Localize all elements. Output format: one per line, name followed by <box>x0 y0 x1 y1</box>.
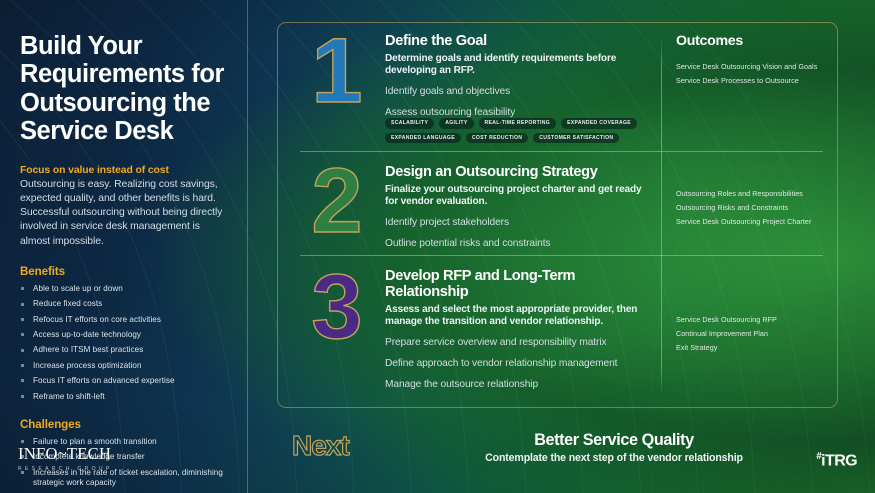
challenges-heading: Challenges <box>20 417 81 431</box>
list-item: Service Desk Outsourcing RFP <box>676 315 777 324</box>
footer-subline: Contemplate the next step of the vendor … <box>485 452 743 464</box>
list-item: Access up-to-date technology <box>20 330 230 340</box>
footer-message: Better Service Quality Contemplate the n… <box>404 431 824 464</box>
list-item: Identify goals and objectives <box>385 86 511 98</box>
list-item: Reduce fixed costs <box>20 299 230 309</box>
step-activity-list: Identify project stakeholders Outline po… <box>385 217 657 251</box>
step-numeral: 3 <box>311 256 364 358</box>
lede-body: Outsourcing is easy. Realizing cost savi… <box>20 178 223 247</box>
logo-primary-sub: RESEARCH GROUP <box>18 465 113 472</box>
list-item: Increases in the rate of ticket escalati… <box>20 468 230 488</box>
outcomes-list: Service Desk Outsourcing Vision and Goal… <box>676 62 836 86</box>
tag-chip: AGILITY <box>439 118 474 129</box>
list-item: Identify project stakeholders <box>385 217 509 229</box>
list-item: Refocus IT efforts on core activities <box>20 315 230 325</box>
list-item: Assess outsourcing feasibility <box>385 107 516 119</box>
list-item: Service Desk Outsourcing Vision and Goal… <box>676 62 818 71</box>
step-tag-group: SCALABILITY AGILITY REAL-TIME REPORTING … <box>385 118 663 144</box>
logo-primary-main: INFO~TECH <box>18 444 112 463</box>
step-1: 1 Define the Goal Determine goals and id… <box>278 23 837 151</box>
next-label: Next <box>291 429 350 461</box>
list-item: Manage the outsource relationship <box>385 378 539 390</box>
logo-secondary-text: iTRG <box>821 452 857 470</box>
outcomes-list: Service Desk Outsourcing RFP Continual I… <box>676 315 836 353</box>
intro-column: Build Your Requirements for Outsourcing … <box>0 0 248 493</box>
benefits-list: Able to scale up or down Reduce fixed co… <box>20 284 230 402</box>
list-item: Failure to plan a smooth transition <box>20 437 230 447</box>
steps-panel: 1 Define the Goal Determine goals and id… <box>277 22 838 408</box>
step-activity-list: Identify goals and objectives Assess out… <box>385 86 657 120</box>
list-item: Reframe to shift-left <box>20 392 230 402</box>
tag-chip: SCALABILITY <box>385 118 435 129</box>
tag-chip: COST REDUCTION <box>465 132 529 144</box>
itrg-logo: #iTRG <box>816 452 857 469</box>
page-title: Build Your Requirements for Outsourcing … <box>20 32 224 146</box>
step-activity-list: Prepare service overview and responsibil… <box>385 337 657 391</box>
list-item: Define approach to vendor relationship m… <box>385 358 618 370</box>
panel-vertical-divider <box>661 37 662 395</box>
step-3: 3 Develop RFP and Long-Term Relationship… <box>278 255 837 409</box>
list-item: Outline potential risks and constraints <box>385 238 551 250</box>
tag-chip: EXPANDED COVERAGE <box>561 118 637 129</box>
challenges-list: Failure to plan a smooth transition Inco… <box>20 437 230 488</box>
list-item: Able to scale up or down <box>20 284 230 294</box>
lede-heading: Focus on value instead of cost <box>20 164 169 176</box>
tag-chip: EXPANDED LANGUAGE <box>385 132 461 144</box>
step-subtitle: Determine goals and identify requirement… <box>385 53 617 77</box>
list-item: Outsourcing Roles and Responsibilities <box>676 189 803 198</box>
step-subtitle: Assess and select the most appropriate p… <box>385 304 638 328</box>
list-item: Outsourcing Risks and Constraints <box>676 203 789 213</box>
step-numeral: 1 <box>311 20 364 122</box>
tag-chip: REAL-TIME REPORTING <box>478 118 557 129</box>
outcomes-block-3: Service Desk Outsourcing RFP Continual I… <box>676 315 836 358</box>
footer-headline: Better Service Quality <box>534 431 694 449</box>
step-title: Define the Goal <box>385 33 487 49</box>
outcomes-block-2: Outsourcing Roles and Responsibilities O… <box>676 189 836 232</box>
step-subtitle: Finalize your outsourcing project charte… <box>385 184 642 208</box>
list-item: Adhere to ITSM best practices <box>20 345 230 355</box>
hashtag-icon: # <box>816 451 822 462</box>
info-tech-logo: INFO~TECH RESEARCH GROUP <box>18 444 113 472</box>
list-item: Prepare service overview and responsibil… <box>385 337 607 349</box>
list-item: Service Desk Outsourcing Project Charter <box>676 217 812 227</box>
outcomes-block-1: Outcomes Service Desk Outsourcing Vision… <box>676 33 836 91</box>
list-item: Focus IT efforts on advanced expertise <box>20 376 230 386</box>
list-item: Increase process optimization <box>20 361 230 371</box>
list-item: Exit Strategy <box>676 343 718 353</box>
step-2: 2 Design an Outsourcing Strategy Finaliz… <box>278 151 837 255</box>
list-item: Continual Improvement Plan <box>676 329 768 339</box>
benefits-heading: Benefits <box>20 264 65 278</box>
outcomes-heading: Outcomes <box>676 33 743 49</box>
list-item: Service Desk Processes to Outsource <box>676 76 799 86</box>
tag-chip: CUSTOMER SATISFACTION <box>533 132 620 144</box>
step-numeral: 2 <box>311 150 364 252</box>
step-title: Design an Outsourcing Strategy <box>385 164 598 180</box>
list-item: Incomplete knowledge transfer <box>20 452 230 462</box>
step-title: Develop RFP and Long-Term Relationship <box>385 268 576 301</box>
outcomes-list: Outsourcing Roles and Responsibilities O… <box>676 189 836 227</box>
